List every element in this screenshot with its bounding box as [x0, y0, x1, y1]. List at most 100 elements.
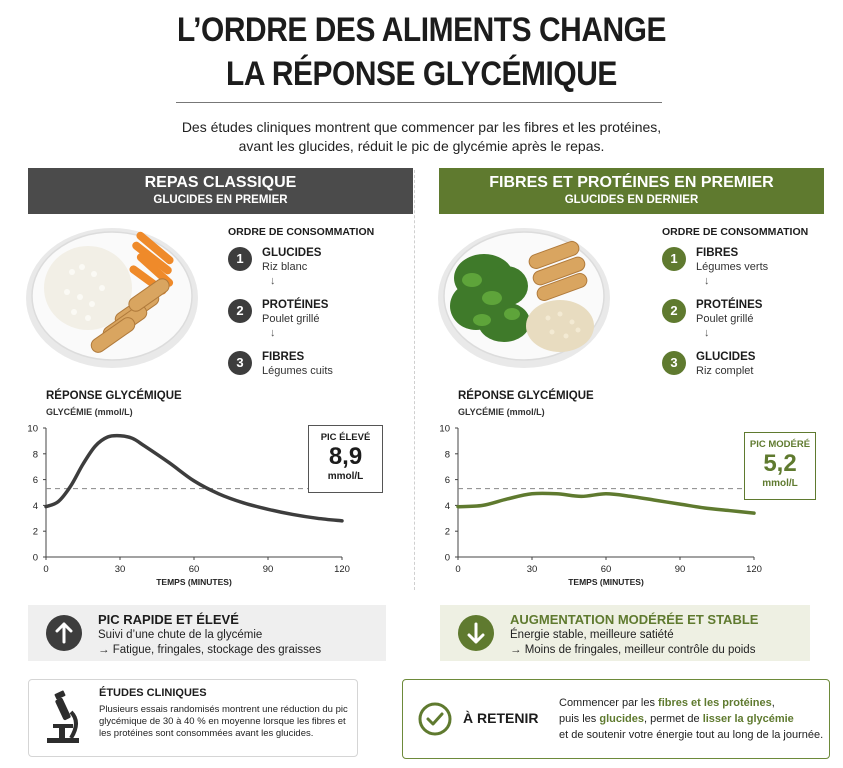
order-heading: ORDRE DE CONSOMMATION [228, 226, 375, 238]
response-axis-label: GLYCÉMIE (mmol/L) [458, 407, 545, 417]
arrow-down-icon: ↓ [270, 275, 276, 287]
glycemic-chart-classic: 0 2 4 6 8 10 0 30 60 90 120 TEMPS (MINUTES) [24, 420, 404, 590]
subtitle-line-1: Des études cliniques montrent que commen… [181, 119, 662, 135]
step-number: 2 [662, 299, 686, 323]
x-tick-label: 0 [43, 564, 48, 575]
step-name: FIBRES [696, 247, 739, 259]
title-line-1: L’ORDRE DES ALIMENTS CHANGE [176, 11, 667, 49]
peak-unit: mmol/L [327, 471, 364, 482]
peak-value: 8,9 [328, 443, 363, 470]
step-number: 3 [228, 351, 252, 375]
effect-title: AUGMENTATION MODÉRÉE ET STABLE [510, 612, 759, 627]
column-divider [414, 170, 415, 590]
panel-fibres-first: FIBRES ET PROTÉINES EN PREMIER GLUCIDES … [439, 168, 824, 214]
panel-classic: REPAS CLASSIQUE GLUCIDES EN PREMIER [28, 168, 413, 214]
order-list-fibres: ORDRE DE CONSOMMATION 1 FIBRES Légumes v… [662, 226, 842, 403]
peak-box-moderate: PIC MODÉRÉ 5,2 mmol/L [744, 432, 816, 500]
order-step-2: 2 PROTÉINES Poulet grillé ↓ [228, 299, 408, 351]
effect-box-fibres: AUGMENTATION MODÉRÉE ET STABLE Énergie s… [440, 605, 810, 661]
x-tick-label: 120 [746, 564, 762, 575]
x-tick-label: 0 [455, 564, 460, 575]
x-tick-label: 120 [334, 564, 350, 575]
step-name: PROTÉINES [696, 299, 763, 311]
step-number: 1 [662, 247, 686, 271]
y-tick-label: 8 [33, 449, 38, 460]
order-heading: ORDRE DE CONSOMMATION [662, 226, 809, 238]
x-tick-label: 60 [601, 564, 612, 575]
effect-box-classic: PIC RAPIDE ET ÉLEVÉ Suivi d’une chute de… [28, 605, 386, 661]
effect-line-1: Suivi d’une chute de la glycémie [98, 629, 263, 641]
page-title: L’ORDRE DES ALIMENTS CHANGE LA RÉPONSE G… [51, 8, 793, 96]
studies-box: ÉTUDES CLINIQUES Plusieurs essais random… [28, 679, 358, 757]
peak-value: 5,2 [763, 450, 797, 477]
remember-text-part: Commencer par les [559, 697, 659, 709]
step-desc: Riz blanc [262, 261, 308, 273]
step-desc: Riz complet [696, 365, 754, 377]
panel-fibres-subtitle: GLUCIDES EN DERNIER [564, 194, 699, 206]
remember-text-part: , [771, 697, 775, 709]
step-desc: Légumes verts [696, 261, 769, 273]
order-list-classic: ORDRE DE CONSOMMATION 1 GLUCIDES Riz bla… [228, 226, 408, 403]
glycemic-chart-fibres: 0 2 4 6 8 10 0 30 60 90 120 TEMPS (MINUTES) [436, 420, 816, 590]
step-desc: Poulet grillé [262, 313, 320, 325]
peak-label: PIC MODÉRÉ [749, 439, 811, 450]
arrow-down-icon: ↓ [270, 327, 276, 339]
arrow-up-icon [46, 615, 82, 651]
studies-title: ÉTUDES CLINIQUES [99, 687, 207, 699]
effect-line-2: → Moins de fringales, meilleur contrôle … [510, 644, 756, 656]
arrow-down-icon [458, 615, 494, 651]
step-number: 1 [228, 247, 252, 271]
y-tick-label: 0 [445, 553, 450, 564]
y-tick-label: 6 [33, 475, 38, 486]
peak-box-high: PIC ÉLEVÉ 8,9 mmol/L [308, 425, 383, 493]
subtitle-line-2: avant les glucides, réduit le pic de gly… [238, 138, 605, 154]
step-name: GLUCIDES [696, 351, 756, 363]
y-tick-label: 4 [33, 501, 38, 512]
title-rule [176, 102, 662, 103]
x-tick-label: 30 [527, 564, 538, 575]
arrow-down-icon: ↓ [704, 275, 710, 287]
x-tick-label: 90 [675, 564, 686, 575]
effect-title: PIC RAPIDE ET ÉLEVÉ [98, 612, 239, 627]
y-tick-label: 2 [33, 527, 38, 538]
response-title: RÉPONSE GLYCÉMIQUE [458, 390, 594, 402]
studies-text: Plusieurs essais randomisés montrent une… [99, 704, 348, 739]
series-line [44, 433, 344, 523]
step-desc: Légumes cuits [262, 365, 333, 377]
remember-box: À RETENIR Commencer par les fibres et le… [402, 679, 830, 759]
step-number: 2 [228, 299, 252, 323]
remember-highlight: fibres et les protéines [658, 697, 772, 709]
step-desc: Poulet grillé [696, 313, 754, 325]
remember-highlight: glucides [599, 713, 644, 725]
x-tick-label: 30 [115, 564, 126, 575]
response-axis-label: GLYCÉMIE (mmol/L) [46, 407, 133, 417]
plate-fibres-image [432, 222, 612, 370]
x-axis-label: TEMPS (MINUTES) [156, 577, 232, 587]
response-heading-fibres: RÉPONSE GLYCÉMIQUE GLYCÉMIE (mmol/L) [458, 390, 594, 417]
series-line [456, 491, 756, 515]
remember-highlight: lisser la glycémie [702, 713, 794, 725]
microscope-icon [43, 690, 83, 746]
remember-text-part: , permet de [643, 713, 703, 725]
subtitle: Des études cliniques montrent que commen… [120, 118, 723, 156]
step-name: FIBRES [262, 351, 305, 363]
remember-text-part: puis les [559, 713, 600, 725]
order-step-2: 2 PROTÉINES Poulet grillé ↓ [662, 299, 842, 351]
order-step-3: 3 FIBRES Légumes cuits [228, 351, 408, 403]
response-heading-classic: RÉPONSE GLYCÉMIQUE GLYCÉMIE (mmol/L) [46, 390, 182, 417]
effect-line-2: → Fatigue, fringales, stockage des grais… [98, 644, 322, 656]
panel-classic-subtitle: GLUCIDES EN PREMIER [153, 194, 288, 206]
title-line-2: LA RÉPONSE GLYCÉMIQUE [226, 55, 617, 93]
step-number: 3 [662, 351, 686, 375]
y-tick-label: 0 [33, 553, 38, 564]
chart-svg: 0 2 4 6 8 10 0 30 60 90 120 TEMPS (MINUTES) [27, 424, 350, 588]
y-tick-label: 8 [445, 449, 450, 460]
effect-line-1: Énergie stable, meilleure satiété [510, 629, 674, 641]
peak-label: PIC ÉLEVÉ [320, 432, 371, 443]
y-tick-label: 2 [445, 527, 450, 538]
y-tick-label: 6 [445, 475, 450, 486]
order-step-3: 3 GLUCIDES Riz complet [662, 351, 842, 403]
plate-classic-image [22, 222, 202, 370]
check-circle-icon [417, 701, 453, 737]
step-name: PROTÉINES [262, 299, 329, 311]
